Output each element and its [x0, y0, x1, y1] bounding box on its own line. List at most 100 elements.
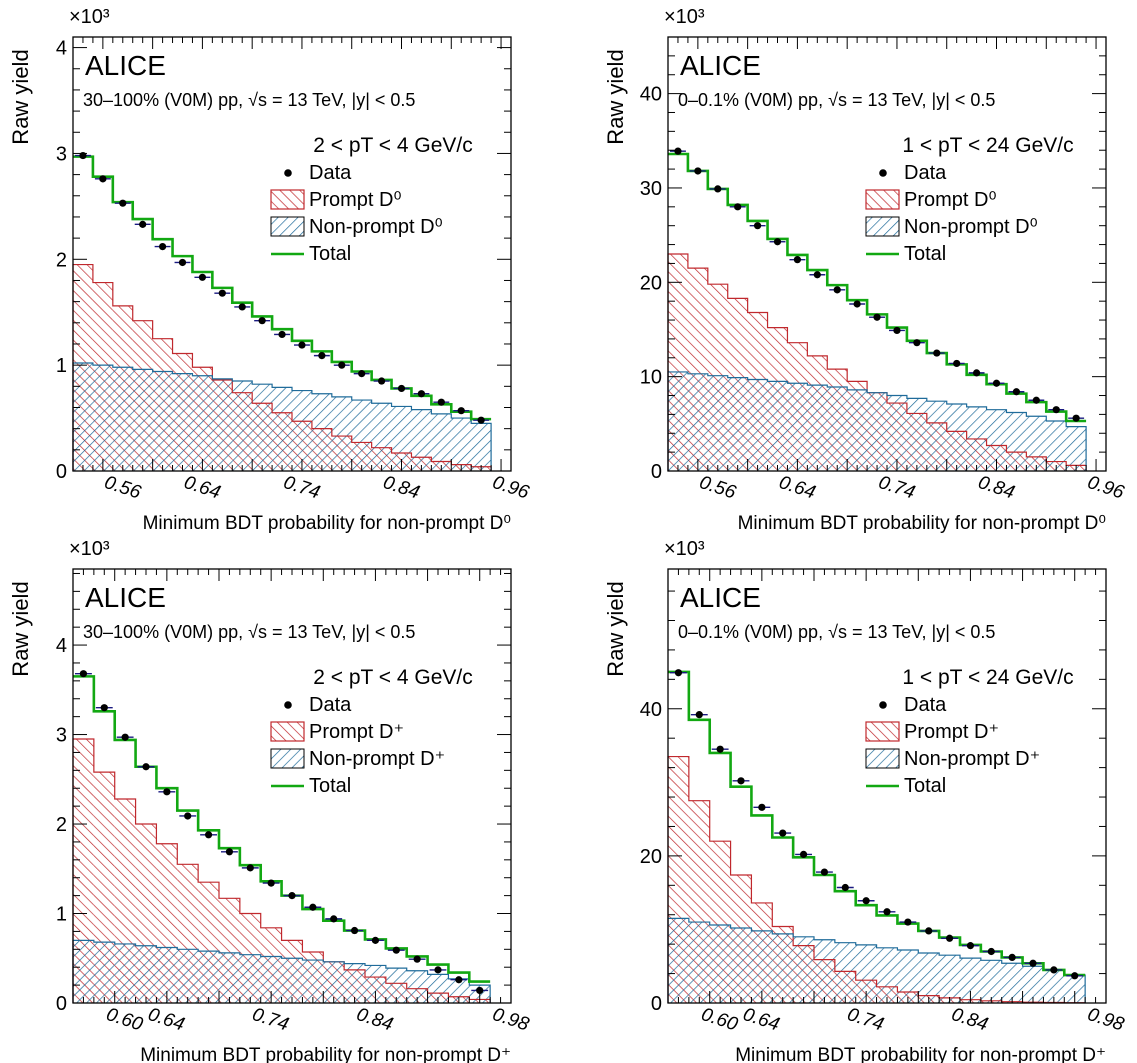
- nonprompt-bar: [668, 918, 689, 1003]
- data-point: [238, 303, 246, 311]
- x-tick-label: 0.64: [145, 1004, 187, 1035]
- nonprompt-bar: [730, 927, 752, 1003]
- legend-entry: Total: [904, 243, 946, 265]
- data-point: [758, 803, 766, 811]
- y-tick-label: 40: [640, 84, 662, 106]
- y-multiplier: ×10³: [664, 538, 705, 560]
- data-point: [184, 812, 192, 820]
- nonprompt-bar: [92, 365, 113, 471]
- nonprompt-bar: [867, 392, 887, 471]
- nonprompt-bar: [152, 371, 173, 471]
- experiment-label: ALICE: [85, 50, 166, 81]
- pt-label: 2 < pT < 4 GeV/c: [313, 666, 473, 689]
- nonprompt-bar: [385, 968, 407, 1003]
- nonprompt-outline: [72, 362, 492, 471]
- nonprompt-bar: [939, 955, 960, 1003]
- nonprompt-bar: [239, 954, 261, 1003]
- chart-panel-top-right: 0 10 20 30 40 0.56 0.64 0.74 0.84 0.96 ×10³ Raw yie…: [603, 6, 1127, 534]
- legend-entry: Data: [904, 694, 947, 716]
- data-point: [218, 289, 226, 297]
- data-point: [309, 903, 317, 911]
- y-tick-label: 1: [56, 904, 67, 926]
- nonprompt-bar: [371, 403, 392, 471]
- y-tick-label: 20: [640, 272, 662, 294]
- legend-entry: Data: [309, 162, 352, 184]
- y-multiplier: ×10³: [664, 6, 705, 28]
- nonprompt-bar: [926, 401, 947, 471]
- nonprompt-bar: [406, 970, 428, 1003]
- data-point: [833, 286, 841, 294]
- data-point: [139, 220, 147, 228]
- y-tick-label: 30: [640, 178, 662, 200]
- data-point: [121, 733, 129, 741]
- data-point: [972, 369, 981, 377]
- data-point: [258, 317, 266, 325]
- data-point: [142, 763, 150, 771]
- x-tick-label: 0.56: [697, 472, 739, 504]
- nonprompt-bar: [73, 940, 94, 1003]
- nonprompt-bar: [292, 390, 312, 471]
- data-point: [434, 966, 442, 974]
- y-tick-label: 3: [56, 143, 67, 165]
- data-point: [457, 407, 465, 415]
- y-tick-label: 20: [640, 846, 662, 868]
- data-point: [1008, 953, 1016, 961]
- nonprompt-bar: [827, 387, 848, 471]
- nonprompt-bar: [431, 413, 452, 471]
- nonprompt-bar: [198, 951, 219, 1003]
- data-point: [694, 167, 702, 175]
- data-point: [734, 203, 742, 211]
- data-point: [392, 946, 400, 954]
- nonprompt-bar: [311, 393, 332, 471]
- nonprompt-bar: [1026, 416, 1047, 471]
- total-line: [73, 155, 492, 421]
- legend-marker-data: [879, 169, 887, 177]
- data-point: [288, 892, 296, 900]
- nonprompt-bar: [855, 944, 877, 1003]
- y-tick-label: 1: [56, 355, 67, 377]
- chart-panel-bottom-left: 0 1 2 3 4 0.60 0.64 0.74 0.84 0.98 ×10³ Raw yield Mi…: [8, 538, 532, 1063]
- data-point: [397, 384, 406, 393]
- x-tick-label: 0.64: [181, 472, 223, 503]
- nonprompt-bar: [1064, 975, 1086, 1003]
- nonprompt-bar: [1022, 966, 1044, 1003]
- legend-swatch-prompt: [865, 189, 900, 210]
- data-point: [933, 349, 941, 357]
- x-tick-label: 0.74: [845, 1004, 887, 1035]
- y-tick-label: 0: [56, 993, 67, 1015]
- data-point: [966, 942, 975, 950]
- y-multiplier: ×10³: [69, 6, 110, 28]
- data-point: [413, 955, 421, 963]
- x-tick-label: 0.98: [490, 1004, 532, 1036]
- data-point: [100, 704, 108, 712]
- x-tick-label: 0.84: [975, 472, 1017, 503]
- y-multiplier: ×10³: [69, 538, 110, 560]
- nonprompt-bar: [391, 406, 412, 471]
- nonprompt-bar: [260, 956, 282, 1003]
- data-point: [455, 976, 463, 984]
- legend-entry: Prompt D⁺: [309, 721, 404, 743]
- data-point: [883, 908, 891, 916]
- chart-panel-top-left: 0 1 2 3 4 0.56 0.64 0.74 0.84 0.96 ×10³ Raw yield Mi…: [8, 6, 532, 534]
- legend-swatch-prompt: [865, 721, 900, 742]
- legend-swatch-nonprompt: [865, 216, 900, 237]
- data-point: [992, 379, 1001, 387]
- legend-marker-data: [284, 169, 292, 177]
- legend-entry: Total: [904, 775, 946, 797]
- y-tick-label: 0: [651, 461, 662, 483]
- data-point: [338, 361, 346, 369]
- data-point: [371, 936, 380, 944]
- data-point: [225, 848, 234, 856]
- nonprompt-bar: [887, 395, 907, 471]
- data-point: [377, 377, 386, 385]
- nonprompt-bar: [1043, 969, 1065, 1003]
- x-tick-label: 0.60: [104, 1004, 146, 1036]
- nonprompt-bar: [767, 381, 788, 471]
- nonprompt-outline: [72, 939, 491, 1003]
- pt-label: 2 < pT < 4 GeV/c: [313, 134, 473, 157]
- data-point: [119, 199, 127, 207]
- y-tick-label: 2: [56, 249, 67, 271]
- nonprompt-bar: [847, 389, 868, 471]
- nonprompt-bar: [772, 933, 794, 1003]
